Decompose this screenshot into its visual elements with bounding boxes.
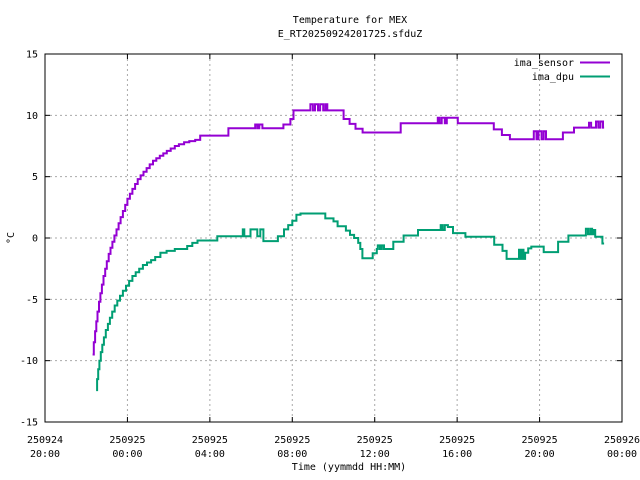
y-tick-label: -5 [26, 295, 38, 306]
plot-border [44, 53, 623, 423]
y-tick-label: 15 [26, 50, 38, 61]
series-line-ima-sensor [92, 103, 605, 356]
y-tick-labels: 15 10 5 0 -5 -10 -15 [20, 50, 38, 429]
series-line-ima-dpu [96, 212, 605, 392]
x-tick-date: 250924 [27, 435, 63, 446]
x-tick-time: 20:00 [525, 449, 555, 460]
x-tick-date: 250925 [274, 435, 310, 446]
x-tick-date: 250925 [522, 435, 558, 446]
y-tick-label: -15 [20, 418, 38, 429]
x-tick-date: 250925 [439, 435, 475, 446]
x-tick-date: 250925 [357, 435, 393, 446]
x-axis-label: Time (yymmdd HH:MM) [292, 462, 406, 473]
x-tick-time: 04:00 [195, 449, 225, 460]
x-tick-time: 00:00 [112, 449, 142, 460]
x-tick-time: 16:00 [442, 449, 472, 460]
x-tick-time: 00:00 [607, 449, 637, 460]
x-tick-labels: 250924 20:00 250925 00:00 250925 04:00 250925 0… [27, 435, 640, 460]
y-tick-label: -10 [20, 356, 38, 367]
grid-lines [45, 54, 622, 422]
y-axis-label: °C [6, 232, 17, 244]
y-tick-label: 10 [26, 111, 38, 122]
x-tick-time: 08:00 [277, 449, 307, 460]
x-tick-date: 250925 [109, 435, 145, 446]
x-tick-time: 12:00 [360, 449, 390, 460]
y-tick-label: 0 [32, 234, 38, 245]
y-tick-label: 5 [32, 172, 38, 183]
chart-subtitle: E_RT20250924201725.sfduZ [278, 29, 423, 40]
legend: ima_sensor ima_dpu [514, 58, 610, 83]
chart-title: Temperature for MEX [293, 15, 407, 26]
x-tick-date: 250925 [192, 435, 228, 446]
x-tick-time: 20:00 [30, 449, 60, 460]
x-tick-date: 250926 [604, 435, 640, 446]
legend-label-ima-dpu: ima_dpu [532, 72, 574, 83]
legend-label-ima-sensor: ima_sensor [514, 58, 574, 69]
